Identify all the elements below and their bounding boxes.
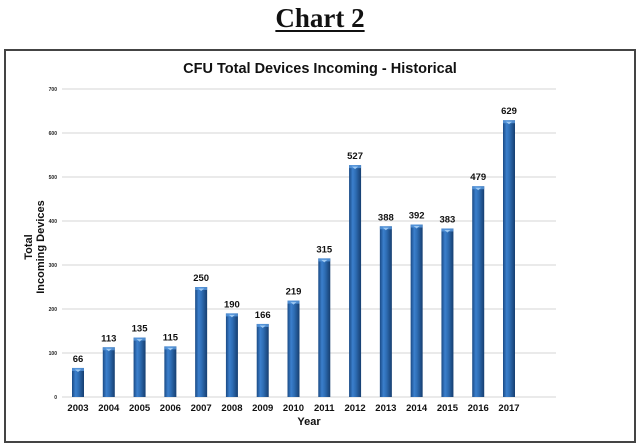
x-tick-label: 2013 [375, 403, 396, 414]
bar-highlight [198, 288, 205, 291]
bar-highlight [352, 166, 359, 170]
bar [287, 300, 300, 397]
y-tick-label: 300 [49, 263, 58, 269]
data-label: 315 [316, 244, 333, 255]
y-axis-title-line1: Total [23, 234, 35, 259]
bar-highlight [444, 229, 451, 233]
x-tick-label: 2010 [283, 403, 304, 414]
x-tick-label: 2007 [191, 403, 212, 414]
bar-highlight [167, 347, 174, 351]
bar-highlight [105, 348, 112, 352]
data-label: 219 [286, 287, 302, 298]
x-tick-label: 2009 [252, 403, 273, 414]
x-axis-title: Year [297, 416, 321, 428]
x-tick-label: 2006 [160, 403, 181, 414]
bar [102, 347, 115, 397]
bar [410, 224, 423, 397]
bar-highlight [75, 369, 81, 372]
bar-2012 [349, 165, 362, 397]
data-label: 166 [255, 310, 271, 321]
data-label: 479 [470, 172, 486, 183]
bar-highlight [475, 187, 482, 191]
data-label: 115 [163, 332, 179, 343]
x-tick-label: 2016 [468, 403, 489, 414]
bar-2010 [287, 300, 300, 397]
bar [441, 228, 454, 397]
bar-2005 [133, 337, 146, 397]
x-tick-label: 2011 [314, 403, 335, 414]
data-label: 250 [193, 273, 209, 284]
bar-2014 [410, 224, 423, 397]
bar-2006 [164, 346, 177, 397]
bar-2009 [256, 323, 269, 397]
bar [72, 367, 84, 397]
bar-2015 [441, 228, 454, 397]
bar [472, 186, 485, 397]
bar [225, 313, 238, 397]
x-tick-label: 2008 [221, 403, 242, 414]
bar-2011 [318, 258, 331, 397]
bar [318, 258, 331, 397]
bar [133, 337, 146, 397]
data-label: 190 [224, 299, 240, 310]
bar-2004 [102, 347, 115, 397]
data-label: 527 [347, 151, 363, 162]
bar-highlight [228, 314, 235, 318]
bar-2016 [472, 186, 485, 397]
data-label: 392 [409, 211, 425, 222]
y-tick-label: 100 [49, 351, 58, 357]
document-heading: Chart 2 [275, 3, 365, 33]
y-tick-label: 700 [49, 87, 58, 93]
data-label: 388 [378, 212, 394, 223]
bar-2013 [379, 226, 392, 397]
bar [195, 287, 208, 397]
bar-highlight [136, 339, 143, 342]
y-axis-title-line2: Incoming Devices [35, 200, 47, 294]
x-tick-label: 2017 [498, 403, 519, 414]
y-tick-label: 400 [49, 219, 58, 225]
bar-highlight [382, 227, 389, 231]
data-label: 629 [501, 106, 517, 117]
y-tick-label: 500 [49, 175, 58, 181]
bar-2017 [503, 120, 515, 398]
bar-2003 [72, 367, 84, 397]
bar-highlight [290, 302, 297, 305]
bar-2008 [225, 313, 238, 397]
chart-title: CFU Total Devices Incoming - Historical [183, 61, 457, 77]
y-tick-label: 0 [54, 395, 57, 401]
bar-highlight [259, 325, 266, 328]
bar [349, 165, 362, 397]
bar-highlight [321, 259, 328, 263]
data-label: 66 [73, 354, 84, 365]
bar [503, 120, 515, 398]
bar [164, 346, 177, 397]
y-tick-label: 200 [49, 307, 58, 313]
bar-2007 [195, 287, 208, 397]
bar [256, 323, 269, 397]
data-label: 113 [101, 333, 116, 344]
data-label: 383 [439, 214, 455, 225]
bar [379, 226, 392, 397]
x-tick-label: 2014 [406, 403, 428, 414]
x-tick-label: 2012 [345, 403, 366, 414]
x-tick-label: 2004 [98, 403, 120, 414]
y-tick-label: 600 [49, 131, 58, 137]
x-tick-label: 2005 [129, 403, 151, 414]
bar-highlight [413, 226, 420, 229]
bar-highlight [506, 121, 512, 125]
data-label: 135 [132, 324, 149, 335]
x-tick-label: 2003 [67, 403, 88, 414]
x-tick-label: 2015 [437, 403, 459, 414]
